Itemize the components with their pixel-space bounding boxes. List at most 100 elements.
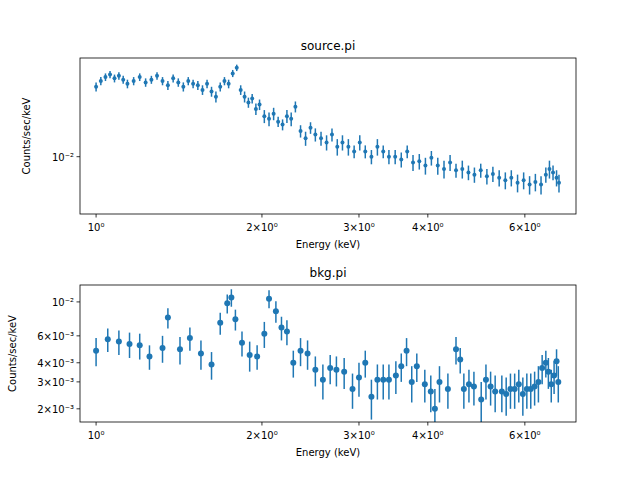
x-tick <box>427 214 428 218</box>
data-point <box>217 320 223 326</box>
data-point <box>273 308 279 314</box>
data-point <box>232 316 238 322</box>
data-point <box>535 379 541 385</box>
data-point <box>358 140 362 144</box>
data-point <box>284 329 290 335</box>
x-tick <box>261 214 262 218</box>
data-point <box>246 100 250 104</box>
x-tick <box>524 214 525 218</box>
data-point <box>380 377 386 383</box>
data-point <box>340 140 344 144</box>
data-point <box>146 353 152 359</box>
y-tick-label: 3×10⁻³ <box>37 377 74 388</box>
x-tick-label: 10⁰ <box>88 430 105 441</box>
data-point <box>243 95 247 99</box>
data-point <box>492 388 498 394</box>
data-point <box>222 79 226 83</box>
data-point <box>387 155 391 159</box>
data-point <box>497 176 501 180</box>
data-point <box>448 160 452 164</box>
title: source.pi <box>301 39 356 53</box>
x-tick <box>96 214 97 218</box>
x-tick <box>524 422 525 426</box>
y-tick <box>77 156 81 157</box>
data-point <box>99 79 103 83</box>
data-point <box>161 79 165 83</box>
data-point <box>539 183 543 187</box>
data-point <box>239 88 243 92</box>
x-tick-label: 2×10⁰ <box>246 430 277 441</box>
data-point <box>198 350 204 356</box>
y-tick-label: 2×10⁻³ <box>37 404 74 415</box>
data-point <box>138 75 142 79</box>
data-point <box>149 78 153 82</box>
data-point <box>516 181 520 185</box>
data-point <box>116 339 122 345</box>
data-point <box>196 83 200 87</box>
data-point <box>405 149 409 153</box>
data-point <box>393 373 399 379</box>
data-point <box>290 360 296 366</box>
data-point <box>509 176 513 180</box>
data-point <box>478 397 484 403</box>
x-tick-label: 6×10⁰ <box>509 222 540 233</box>
y-tick <box>77 301 81 302</box>
data-point <box>503 178 507 182</box>
data-point <box>516 381 522 387</box>
x-tick-label: 3×10⁰ <box>343 430 374 441</box>
data-point <box>409 379 415 385</box>
data-point <box>330 133 334 137</box>
data-point <box>356 375 362 381</box>
data-point <box>522 178 526 182</box>
data-point <box>93 348 99 354</box>
data-point <box>432 406 438 412</box>
data-point <box>436 164 440 168</box>
data-point <box>428 388 434 394</box>
data-point <box>544 173 548 177</box>
data-point <box>557 181 561 185</box>
data-point <box>235 66 239 70</box>
x-tick-label: 4×10⁰ <box>412 430 443 441</box>
data-point <box>545 369 551 375</box>
data-point <box>445 386 451 392</box>
data-point <box>404 348 410 354</box>
data-point <box>176 80 180 84</box>
data-point <box>267 117 271 121</box>
data-point <box>454 168 458 172</box>
y-tick <box>77 408 81 409</box>
data-point <box>121 78 125 82</box>
data-point <box>381 149 385 153</box>
y-tick-label: 4×10⁻³ <box>37 358 74 369</box>
figure: source.pi10⁰2×10⁰3×10⁰4×10⁰6×10⁰10⁻²Ener… <box>0 0 640 480</box>
x-tick-label: 4×10⁰ <box>412 222 443 233</box>
data-point <box>231 71 235 75</box>
data-point <box>266 296 272 302</box>
data-point <box>272 112 276 116</box>
data-point <box>313 133 317 137</box>
data-point <box>276 120 280 124</box>
data-point <box>414 363 420 369</box>
data-point <box>512 386 518 392</box>
data-point <box>471 383 477 389</box>
error-bar <box>434 389 436 422</box>
y-axis-label: Counts/sec/keV <box>7 315 18 392</box>
data-point <box>261 331 267 337</box>
data-point <box>165 315 171 321</box>
data-point <box>200 88 204 92</box>
data-point <box>112 76 116 80</box>
data-point <box>346 145 350 149</box>
data-point <box>554 358 560 364</box>
data-point <box>191 82 195 86</box>
y-axis-label: Counts/sec/keV <box>21 97 32 174</box>
data-point <box>491 172 495 176</box>
data-point <box>209 361 215 367</box>
data-point <box>352 149 356 153</box>
data-point <box>298 348 304 354</box>
x-tick <box>96 422 97 426</box>
data-point <box>539 365 545 371</box>
data-point <box>460 167 464 171</box>
data-point <box>319 136 323 140</box>
y-tick <box>77 362 81 363</box>
data-point <box>461 386 467 392</box>
data-point <box>166 83 170 87</box>
